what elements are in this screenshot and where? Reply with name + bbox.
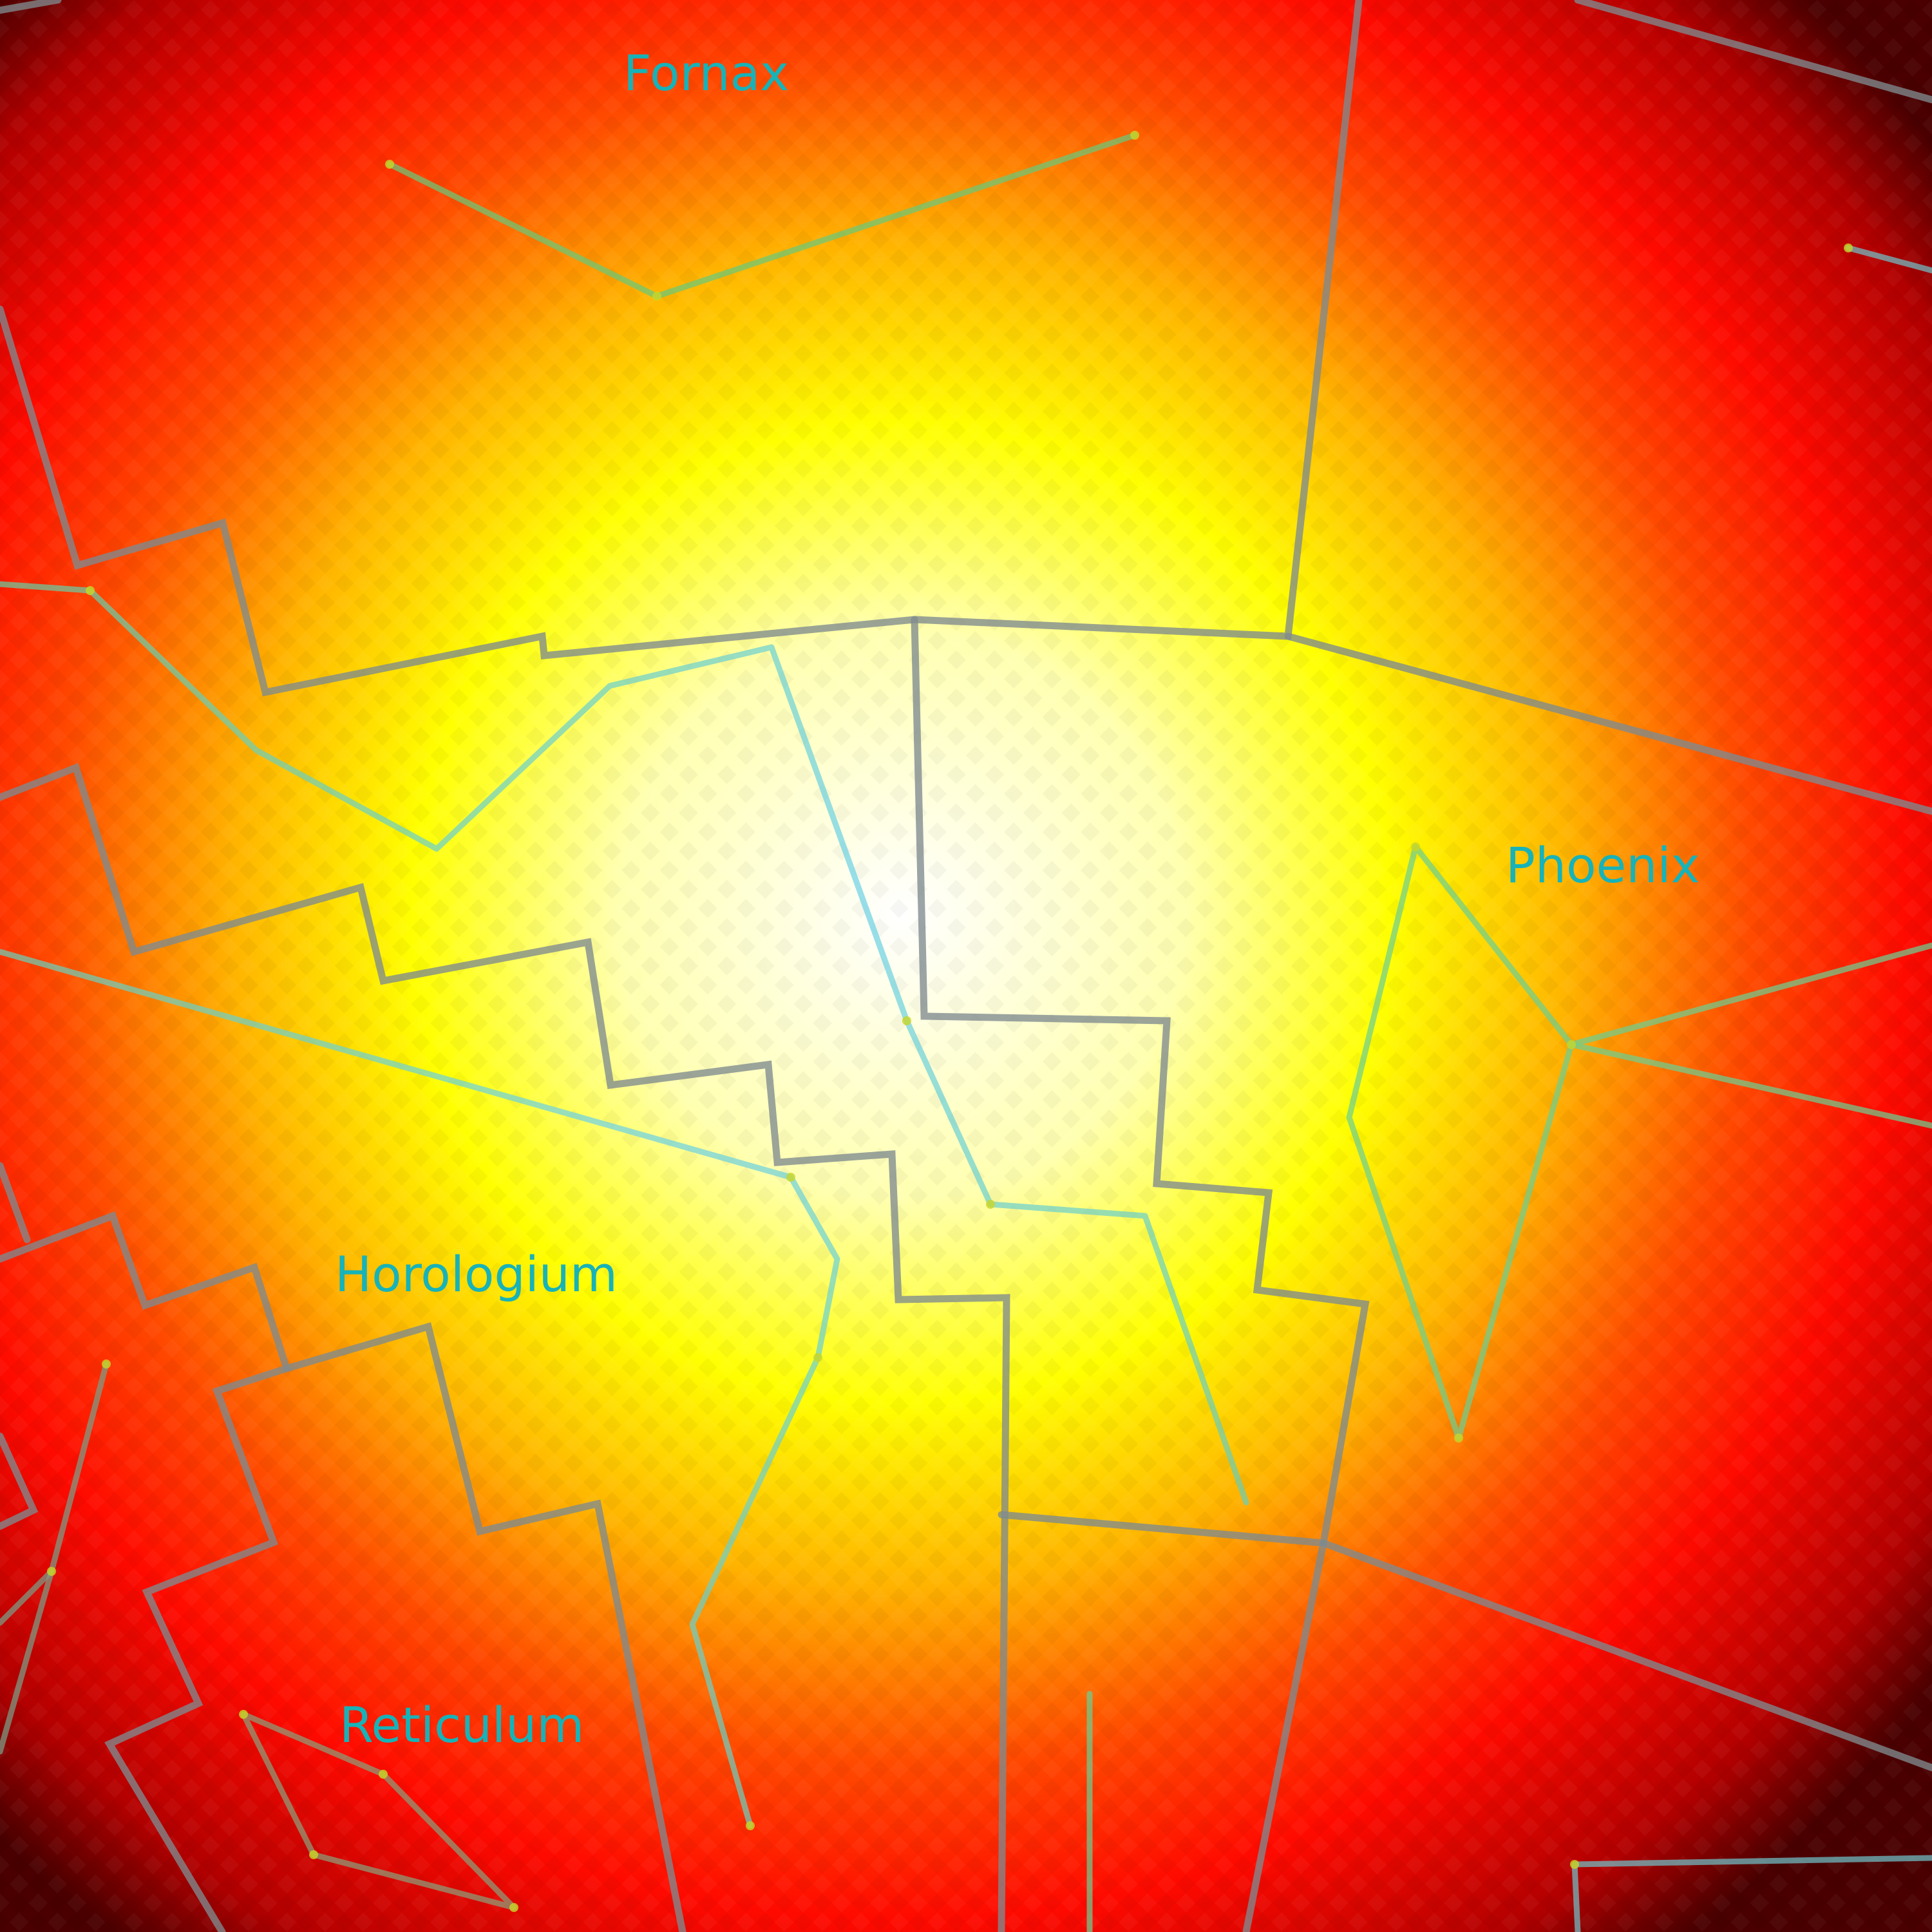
stick-horologium [0,949,840,1829]
label-horologium[interactable]: Horologium [335,1245,618,1303]
star-marker [652,292,661,301]
boundary-line [911,616,1370,1547]
label-fornax[interactable]: Fornax [623,44,789,102]
stick-figure [1568,1041,1932,1129]
star-marker [1570,1860,1579,1869]
label-reticulum[interactable]: Reticulum [339,1696,584,1754]
boundary-line [1242,1539,1327,1932]
boundary-line [0,1432,39,1530]
stars [47,131,1853,1912]
star-marker [309,1850,318,1859]
boundary-line [0,1162,31,1244]
stick-figure [1845,245,1932,274]
star-marker [1411,842,1420,851]
star-marker [1567,1040,1576,1049]
stick-figure [1568,942,1932,1048]
stick-figure [0,581,1249,1506]
star-marker [813,1353,822,1362]
boundary-line [1574,0,1932,104]
star-marker [509,1903,518,1912]
boundary-line [0,0,62,14]
star-marker [902,1016,911,1025]
star-marker [86,586,95,595]
star-marker [786,1173,795,1182]
boundary-line [1320,1539,1932,1772]
stick-figure [0,1568,55,1626]
star-marker [986,1200,995,1209]
boundary-line [283,1322,687,1932]
star-marker [1454,1434,1463,1443]
constellation-labels: Fornax Phoenix Horologium Reticulum [335,44,1700,1754]
star-marker [746,1821,755,1830]
label-phoenix[interactable]: Phoenix [1506,837,1700,894]
star-marker [385,160,394,169]
constellation-lines [0,132,1932,1932]
star-marker [47,1567,56,1576]
boundary-line [0,0,1363,697]
boundary-line [1284,632,1932,815]
star-marker [379,1770,388,1779]
boundary-line [0,1211,291,1932]
star-marker [1844,243,1853,252]
star-marker [239,1710,248,1719]
star-marker [102,1359,111,1368]
boundary-line [0,762,1010,1932]
star-marker [1130,131,1139,140]
